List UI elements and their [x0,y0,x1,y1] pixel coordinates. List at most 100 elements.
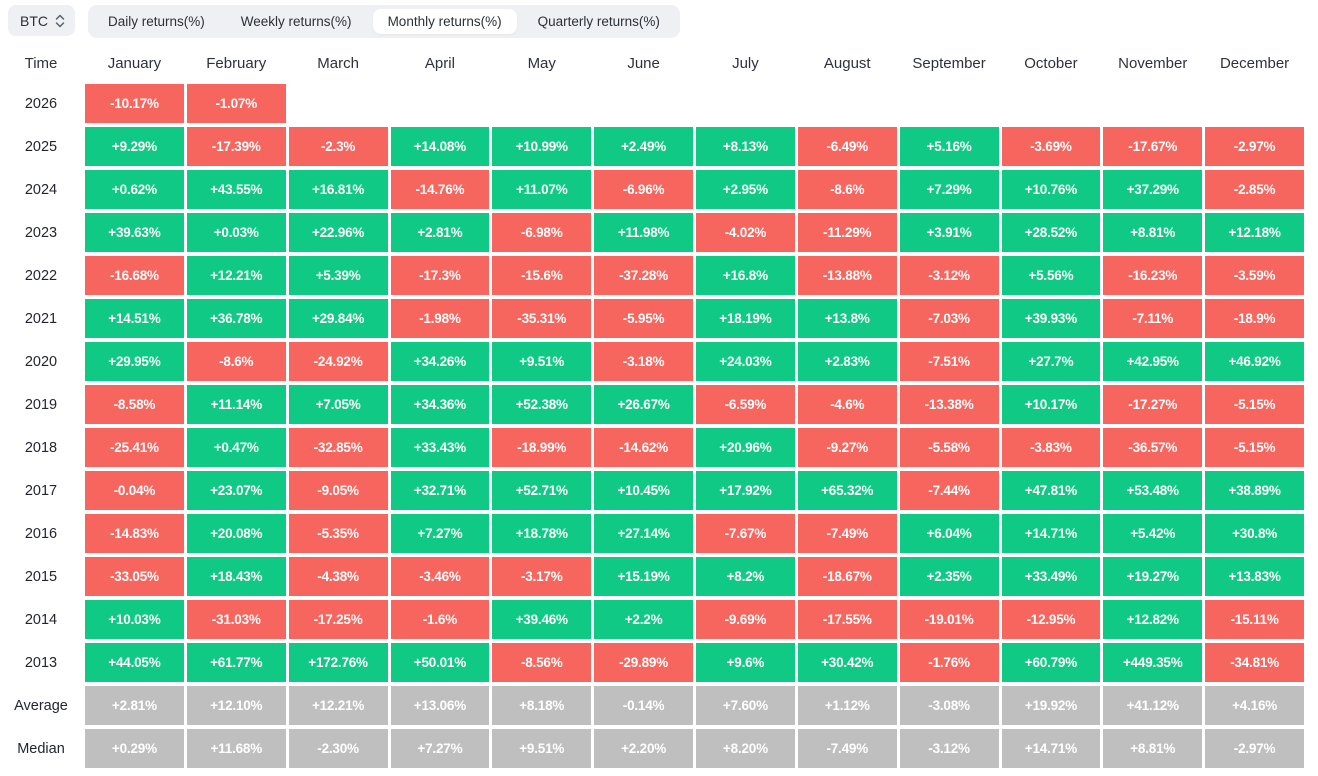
return-cell: +23.07% [186,471,286,510]
return-cell: +2.81% [85,686,184,725]
return-cell: -5.15% [1205,385,1304,424]
empty-cell [1103,84,1202,123]
return-cell: +11.07% [492,170,592,209]
return-cell: -0.14% [594,686,693,725]
tab-monthly-returns[interactable]: Monthly returns(%) [372,9,517,34]
return-cell: +12.10% [186,686,286,725]
return-cell: -3.12% [899,729,999,768]
return-cell: -11.29% [797,213,897,252]
row-label-2021: 2021 [24,310,58,327]
return-cell: +52.38% [492,385,592,424]
column-header-april: April [424,54,455,72]
return-cell: +14.71% [1001,729,1101,768]
return-cell: -6.59% [696,385,795,424]
column-header-july: July [732,54,759,72]
return-cell: +12.21% [186,256,286,295]
return-cell: +13.06% [390,686,490,725]
return-cell: +18.19% [696,299,795,338]
return-cell: +5.39% [288,256,388,295]
return-cell: -32.85% [288,428,388,467]
return-cell: +2.2% [594,600,693,639]
return-cell: -3.18% [594,342,693,381]
tab-weekly-returns[interactable]: Weekly returns(%) [226,9,367,34]
return-cell: -24.92% [288,342,388,381]
return-cell: +10.17% [1001,385,1101,424]
return-cell: -36.57% [1103,428,1203,467]
return-cell: -3.69% [1001,127,1101,166]
return-cell: +2.83% [797,342,897,381]
updown-chevron-icon [55,14,65,27]
return-cell: -4.6% [797,385,897,424]
column-header-september: September [912,54,986,72]
return-cell: +6.04% [899,514,999,553]
return-cell: +33.49% [1001,557,1101,596]
empty-cell [1205,84,1304,123]
row-label-2014: 2014 [24,611,58,628]
return-cell: +5.56% [1001,256,1101,295]
return-cell: -7.11% [1103,299,1203,338]
return-cell: -6.49% [797,127,897,166]
return-cell: -5.35% [288,514,388,553]
return-cell: +9.29% [85,127,184,166]
return-cell: -12.95% [1001,600,1101,639]
return-cell: +12.18% [1205,213,1304,252]
return-cell: +36.78% [186,299,286,338]
row-label-2018: 2018 [24,439,58,456]
return-cell: -3.17% [492,557,592,596]
return-cell: -8.6% [186,342,286,381]
return-cell: +30.8% [1205,514,1304,553]
return-cell: +2.95% [696,170,795,209]
return-cell: -7.49% [797,514,897,553]
return-cell: +12.82% [1103,600,1203,639]
return-cell: -1.98% [390,299,490,338]
return-cell: +27.14% [594,514,693,553]
return-cell: -3.83% [1001,428,1101,467]
column-header-august: August [823,54,871,72]
tab-quarterly-returns[interactable]: Quarterly returns(%) [523,9,675,34]
row-label-2020: 2020 [24,353,58,370]
return-cell: +53.48% [1103,471,1203,510]
row-label-2016: 2016 [24,525,58,542]
return-cell: +8.20% [696,729,795,768]
return-cell: +39.46% [492,600,592,639]
return-cell: -16.68% [85,256,184,295]
return-cell: +3.91% [899,213,999,252]
return-cell: +12.21% [288,686,388,725]
row-label-2019: 2019 [24,396,58,413]
return-cell: +28.52% [1001,213,1101,252]
return-cell: -5.95% [594,299,693,338]
return-cell: -10.17% [85,84,184,123]
return-cell: +14.51% [85,299,184,338]
return-cell: +8.81% [1103,729,1203,768]
return-cell: +15.19% [594,557,693,596]
empty-cell [900,84,999,123]
return-cell: +16.81% [288,170,388,209]
return-cell: -3.08% [899,686,999,725]
tab-daily-returns[interactable]: Daily returns(%) [93,9,220,34]
return-cell: +18.43% [186,557,286,596]
column-header-june: June [627,54,660,72]
return-cell: -33.05% [85,557,184,596]
return-cell: -14.62% [594,428,693,467]
return-cell: +2.49% [594,127,693,166]
return-cell: +30.42% [797,643,897,682]
return-cell: +1.12% [797,686,897,725]
return-cell: +7.27% [390,729,490,768]
return-cell: -4.02% [696,213,795,252]
return-cell: +5.16% [899,127,999,166]
return-cell: +10.45% [594,471,693,510]
row-label-2025: 2025 [24,138,58,155]
toolbar: BTC Daily returns(%) Weekly returns(%) M… [8,5,1318,38]
row-label-average: Average [14,697,68,714]
return-cell: -7.51% [899,342,999,381]
return-cell: +34.26% [390,342,490,381]
return-cell: +18.78% [492,514,592,553]
coin-selector[interactable]: BTC [8,5,75,36]
return-cell: -9.05% [288,471,388,510]
return-cell: +0.47% [186,428,286,467]
coin-label: BTC [20,12,48,29]
return-cell: +44.05% [85,643,184,682]
return-cell: -25.41% [85,428,184,467]
return-cell: -8.56% [492,643,592,682]
return-cell: +8.81% [1103,213,1203,252]
